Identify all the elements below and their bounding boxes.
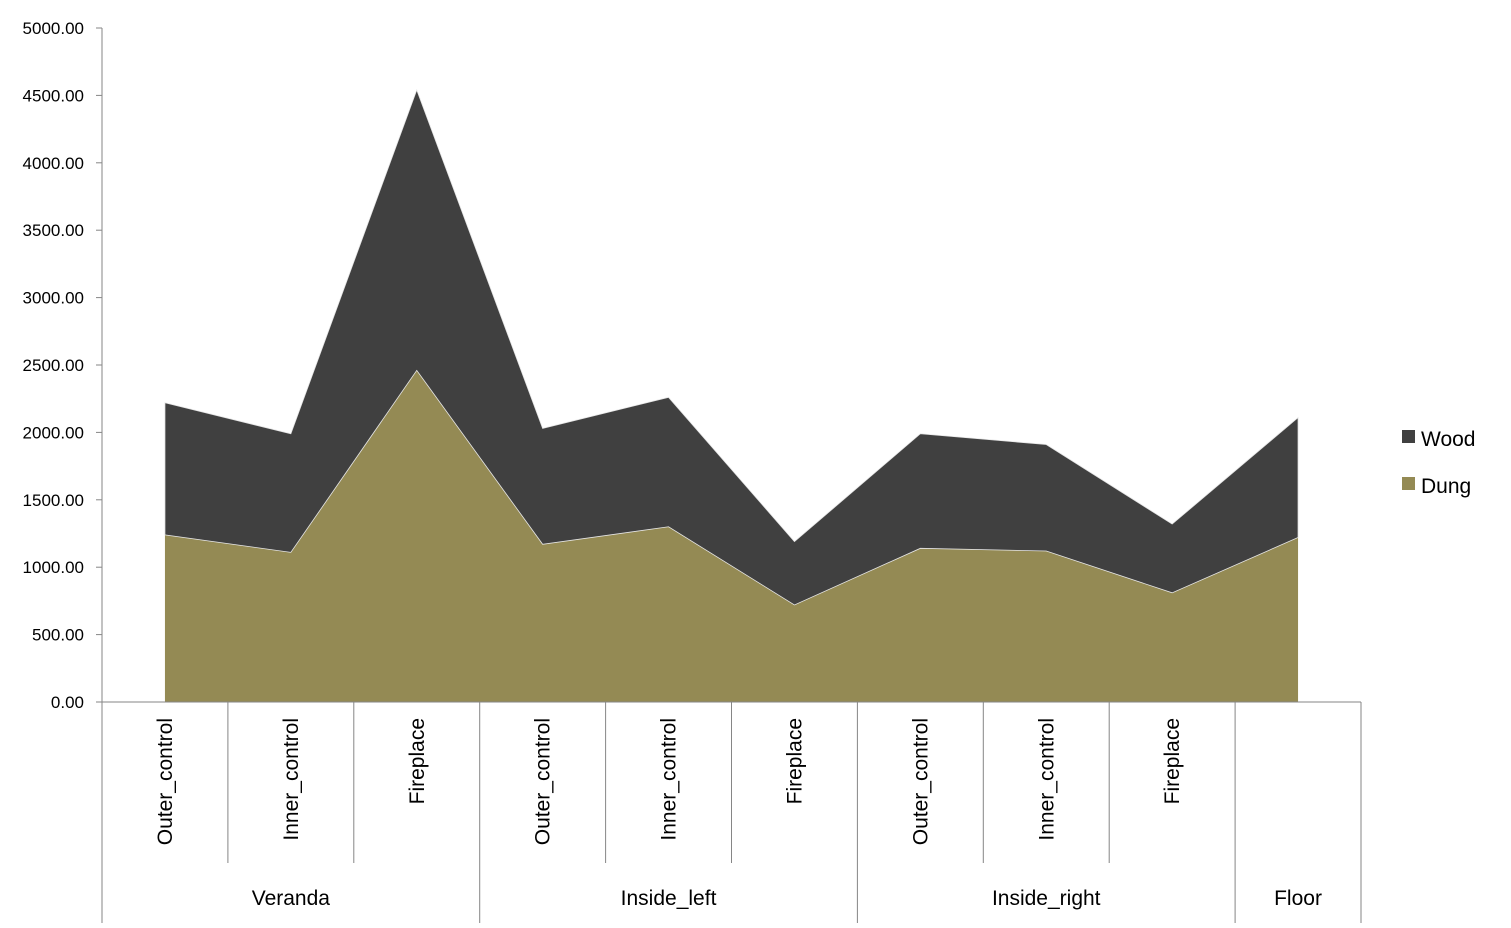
x-group-label: Inside_right [992, 887, 1101, 910]
x-tick-label: Outer_control [532, 718, 555, 845]
x-tick-label: Outer_control [154, 718, 177, 845]
y-tick-label: 2000.00 [23, 423, 84, 442]
x-tick-label: Fireplace [783, 718, 806, 804]
legend-swatch [1402, 477, 1415, 490]
y-tick-label: 0.00 [51, 693, 84, 712]
legend: Wood Dung [1402, 428, 1475, 498]
labels-layer: 0.00 500.00 1000.00 1500.00 2000.00 2500.00 30… [23, 19, 1322, 910]
axes-layer [96, 27, 1362, 923]
x-tick-label: Inner_control [280, 718, 303, 841]
x-tick-label: Outer_control [909, 718, 932, 845]
legend-label: Wood [1421, 428, 1475, 451]
x-tick-label: Inner_control [1035, 718, 1058, 841]
y-tick-label: 3500.00 [23, 221, 84, 240]
area-series-dung [164, 370, 1299, 702]
x-group-label: Floor [1274, 887, 1322, 910]
y-tick-label: 3000.00 [23, 289, 84, 308]
y-tick-label: 1000.00 [23, 558, 84, 577]
y-tick-label: 1500.00 [23, 491, 84, 510]
y-tick-label: 5000.00 [23, 19, 84, 38]
y-tick-label: 500.00 [32, 626, 84, 645]
legend-label: Dung [1421, 475, 1471, 498]
area-series-wood [164, 88, 1299, 606]
x-group-label: Veranda [252, 887, 331, 910]
x-tick-label: Fireplace [1161, 718, 1184, 804]
x-group-label: Inside_left [621, 887, 717, 910]
y-tick-label: 2500.00 [23, 356, 84, 375]
y-tick-label: 4000.00 [23, 154, 84, 173]
y-tick-label: 4500.00 [23, 86, 84, 105]
legend-swatch [1402, 430, 1415, 443]
areas-layer [164, 88, 1299, 702]
x-tick-label: Inner_control [658, 718, 681, 841]
x-tick-label: Fireplace [406, 718, 429, 804]
